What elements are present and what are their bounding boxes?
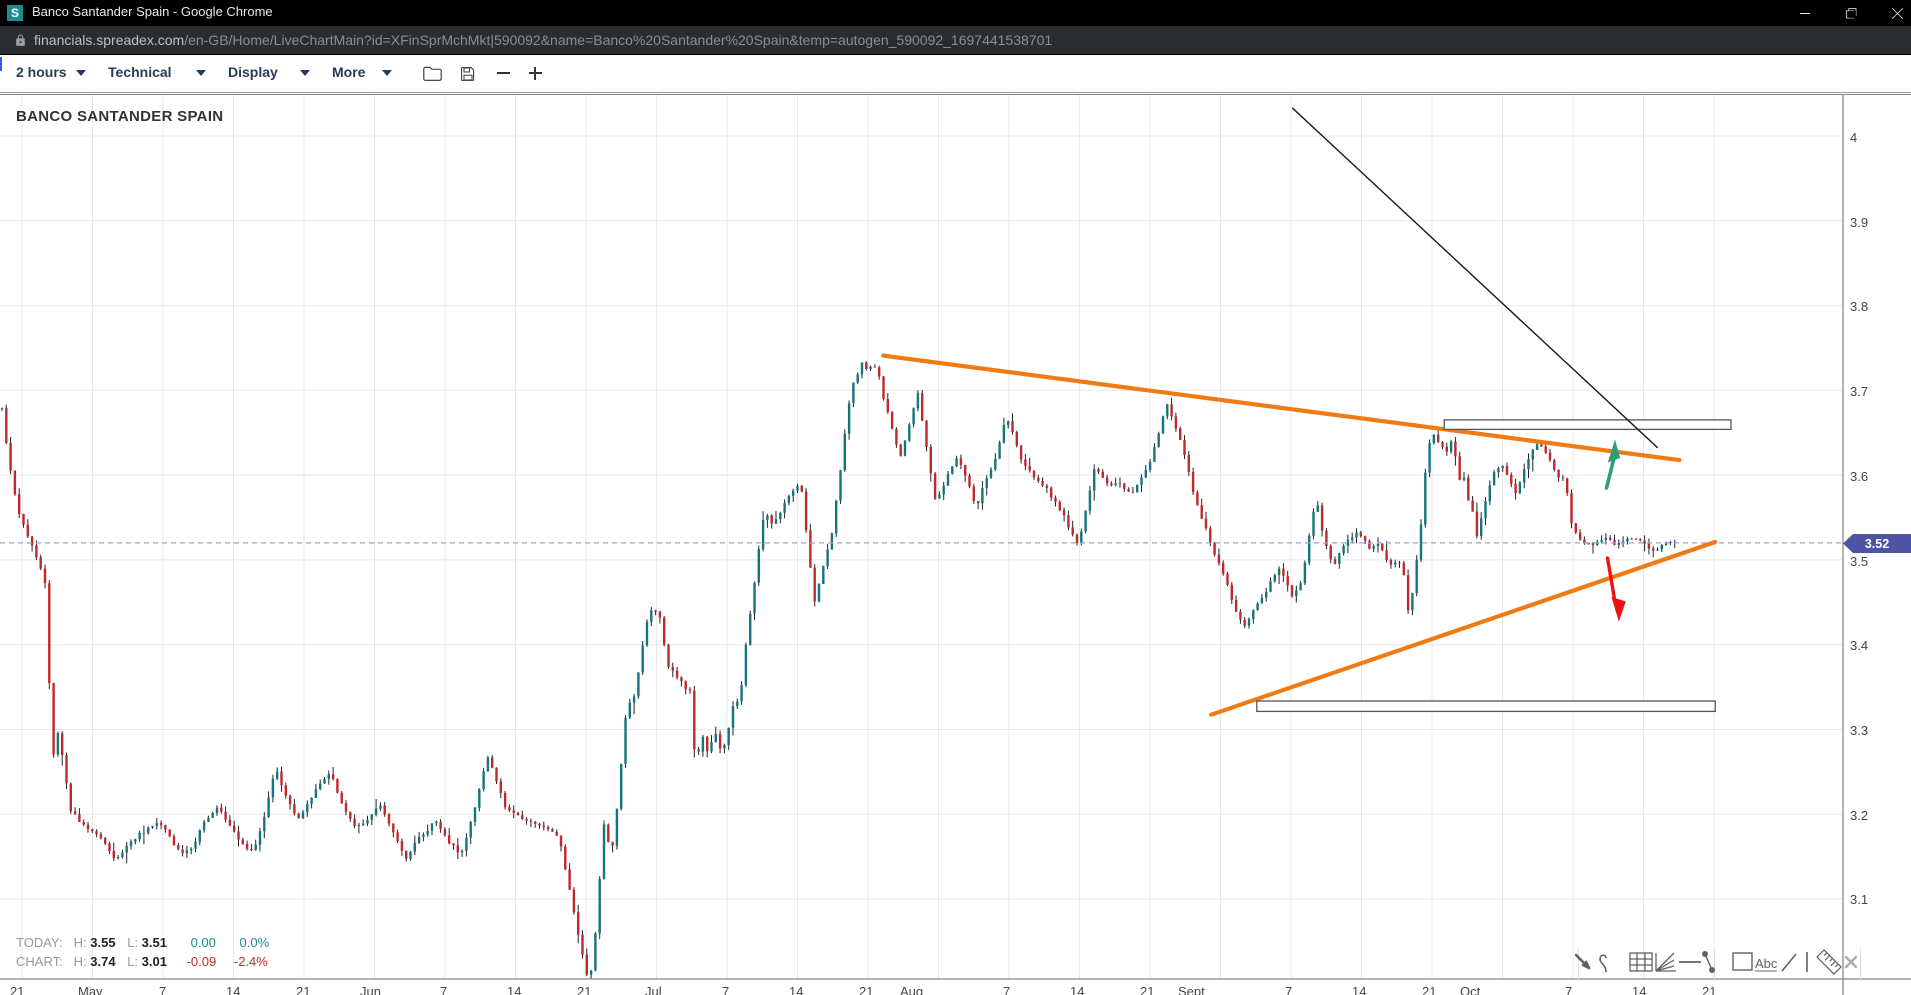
svg-text:Abc: Abc — [1755, 956, 1778, 971]
